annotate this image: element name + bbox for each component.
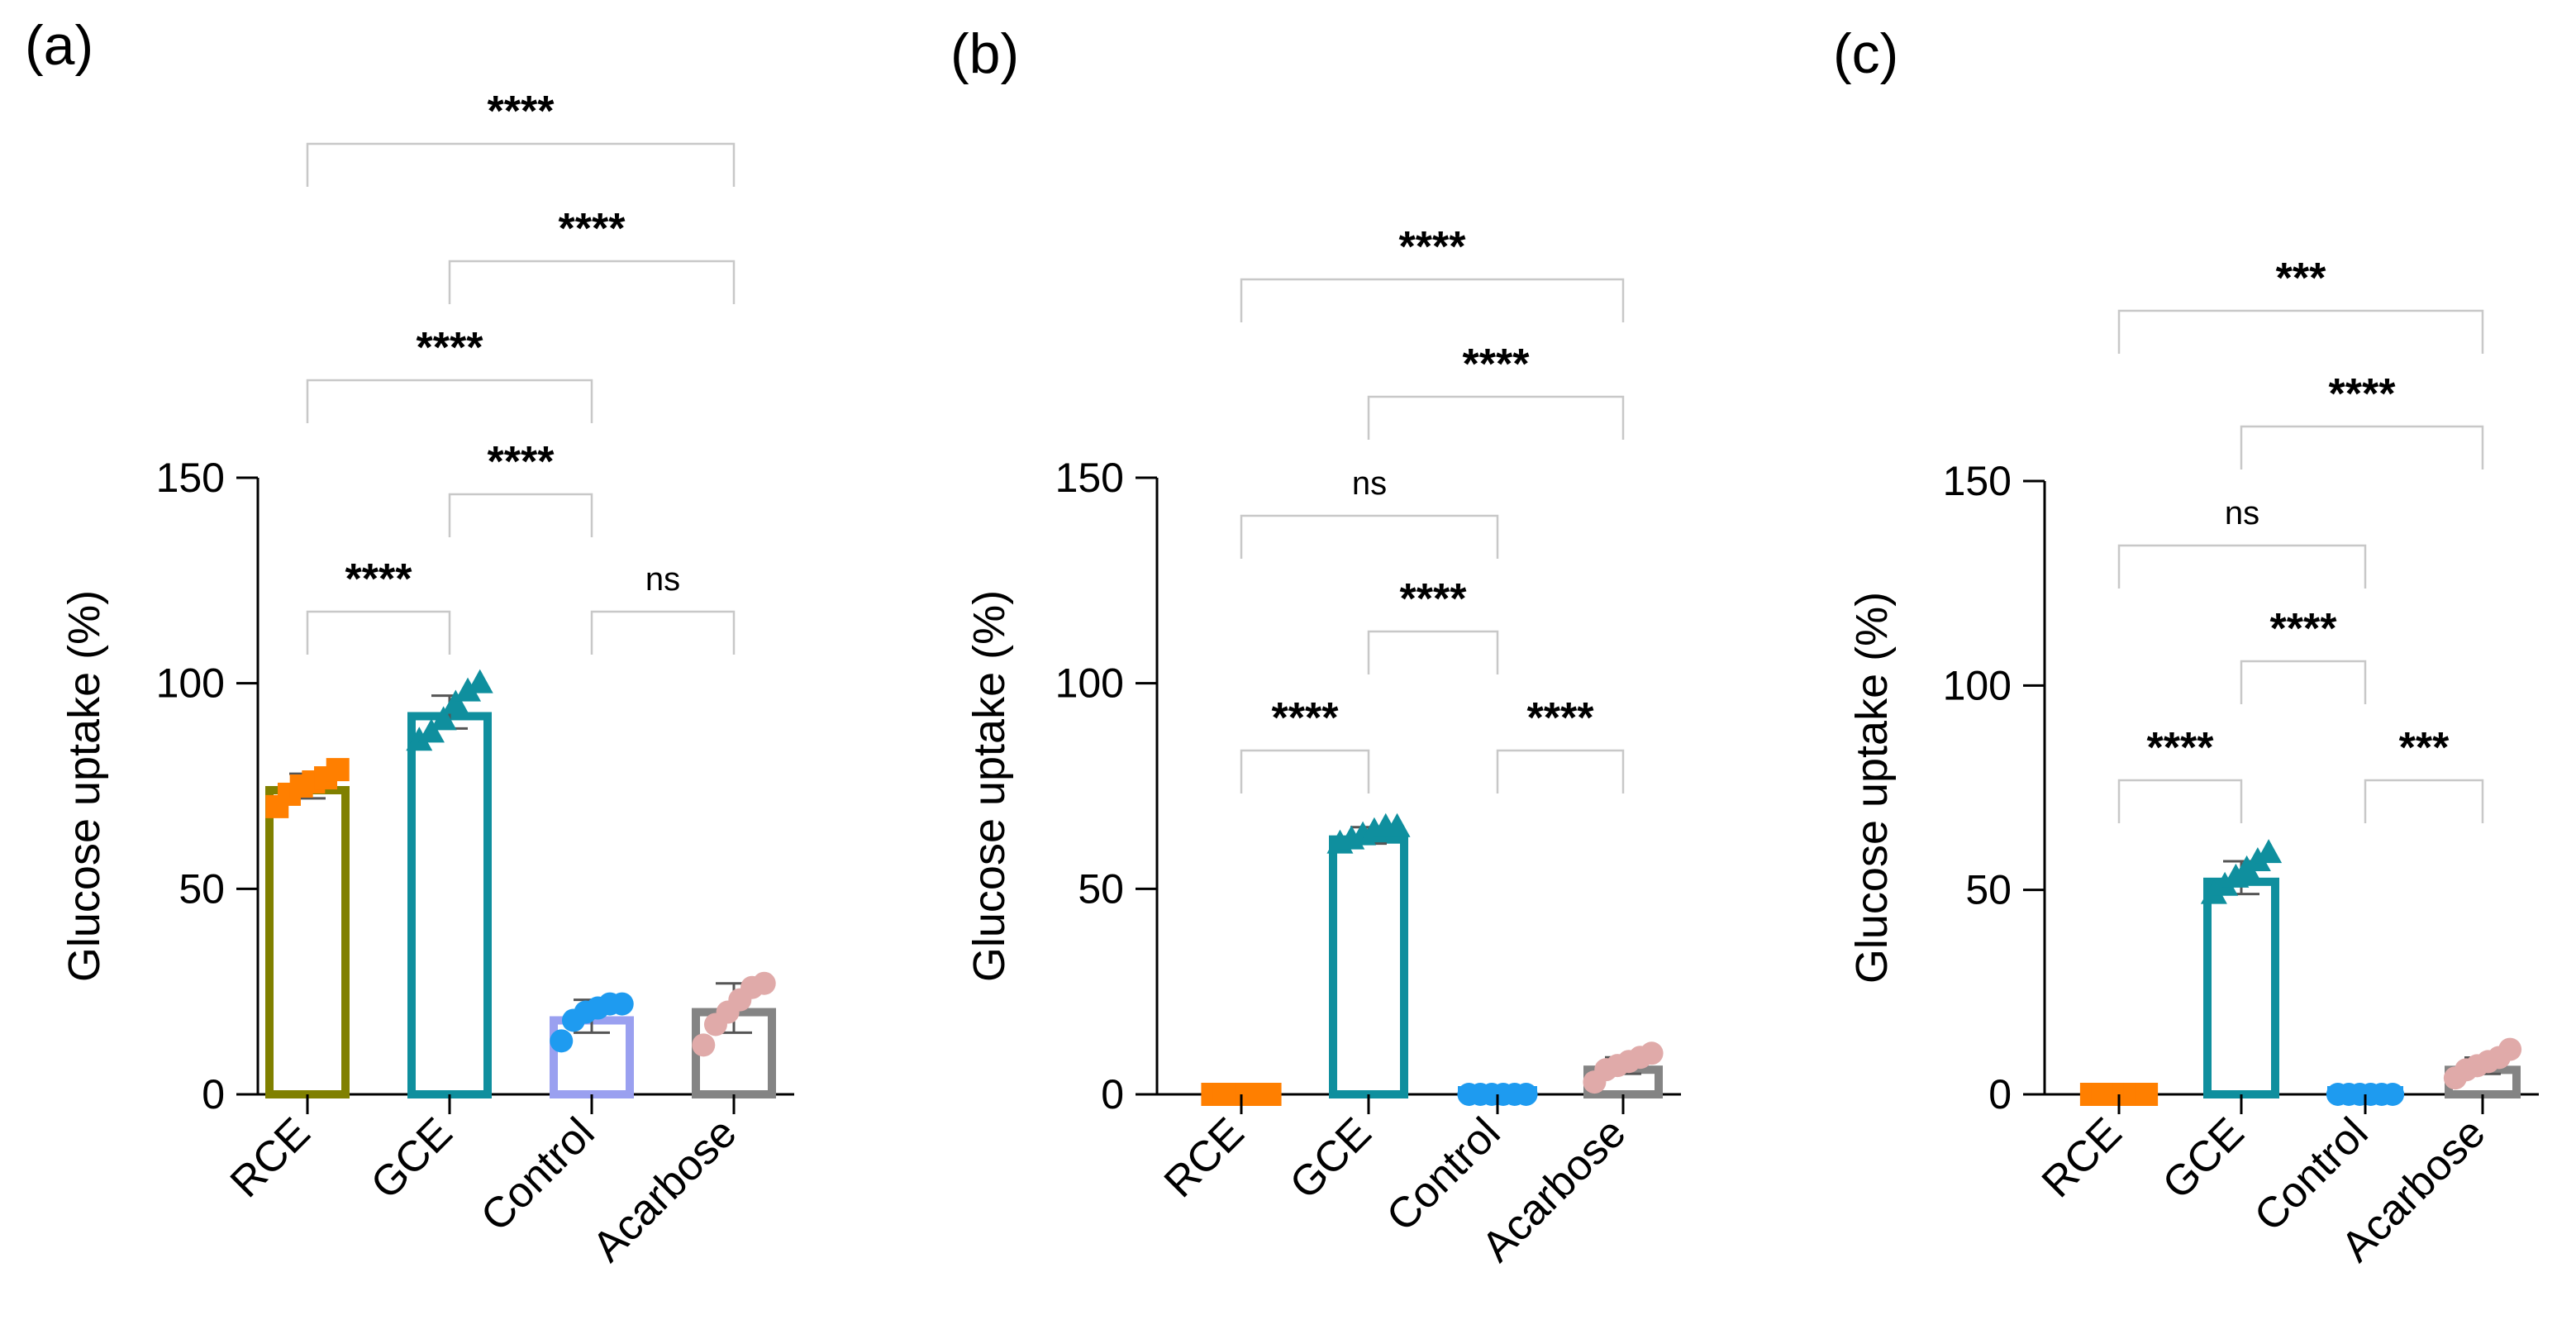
significance-label: ****: [345, 555, 413, 603]
data-point-gce: [466, 669, 493, 693]
significance-bracket: ****: [448, 205, 736, 304]
y-tick-label: 100: [156, 660, 225, 707]
significance-label: ns: [2225, 495, 2259, 531]
x-tick-label-rce: RCE: [2033, 1108, 2131, 1207]
data-point-control: [610, 992, 634, 1016]
x-tick-label-gce: GCE: [2154, 1108, 2254, 1208]
panel-label: (c): [1833, 22, 1898, 85]
significance-bracket: ****: [1496, 694, 1625, 793]
y-tick-label: 0: [1988, 1071, 2012, 1117]
x-tick-label-control: Control: [472, 1108, 604, 1241]
y-tick-label: 100: [1055, 660, 1124, 707]
significance-bracket: ****: [306, 555, 451, 655]
significance-label: ****: [1272, 694, 1340, 742]
data-point-acarbose: [752, 971, 776, 995]
y-tick-label: 0: [202, 1071, 225, 1117]
data-point-gce: [430, 706, 457, 731]
significance-bracket: ****: [1240, 223, 1625, 322]
significance-label: ****: [1399, 223, 1467, 271]
bar-gce: [1329, 835, 1408, 1098]
significance-bracket: ****: [1240, 694, 1370, 793]
y-tick-label: 0: [1101, 1071, 1124, 1117]
bar-rce: [265, 786, 350, 1098]
significance-label: ****: [488, 438, 555, 486]
significance-label: ns: [645, 561, 680, 598]
panel-label: (b): [950, 22, 1019, 85]
significance-label: ****: [559, 205, 626, 253]
bar-gce: [2203, 877, 2279, 1098]
significance-bracket: ns: [2117, 495, 2367, 589]
significance-label: ****: [488, 88, 555, 136]
significance-bracket: ns: [1240, 465, 1499, 559]
bar-gce: [407, 712, 492, 1098]
significance-bracket: ***: [2117, 255, 2484, 354]
significance-bracket: ****: [2117, 724, 2243, 823]
x-tick-label-gce: GCE: [1281, 1108, 1381, 1208]
data-point-gce: [1383, 812, 1411, 837]
significance-bracket: ****: [1367, 341, 1625, 440]
data-point-acarbose: [692, 1033, 716, 1057]
significance-label: ****: [1527, 694, 1595, 742]
y-tick-label: 50: [1965, 867, 2012, 913]
data-point-gce: [442, 689, 469, 714]
y-axis-label: Glucose uptake (%): [60, 590, 109, 982]
chart-panel-1: (a) 0 50 100 150 Glucose uptake (%) RCE GCE Cont…: [25, 14, 794, 1271]
significance-label: ****: [1400, 575, 1468, 623]
y-tick-label: 150: [156, 455, 225, 501]
data-point-gce: [417, 718, 445, 743]
significance-bracket: ns: [590, 561, 736, 655]
y-tick-label: 50: [1078, 865, 1124, 912]
x-tick-label-rce: RCE: [221, 1108, 320, 1207]
data-point-control: [1514, 1083, 1538, 1106]
significance-label: ***: [2399, 724, 2450, 772]
x-tick-label-gce: GCE: [362, 1108, 462, 1208]
significance-bracket: ****: [448, 438, 593, 537]
data-point-rce: [2135, 1083, 2159, 1106]
x-tick-label-rce: RCE: [1155, 1108, 1254, 1207]
data-point-rce: [326, 758, 350, 782]
significance-bracket: ***: [2364, 724, 2484, 823]
y-tick-label: 150: [1943, 458, 2012, 504]
significance-bracket: ****: [2240, 370, 2484, 469]
significance-bracket: ****: [2240, 605, 2367, 704]
significance-label: ****: [2329, 370, 2397, 418]
significance-bracket: ****: [306, 88, 736, 187]
panel-label: (a): [25, 14, 93, 77]
significance-label: ****: [417, 324, 484, 372]
data-point-control: [550, 1029, 574, 1053]
x-tick-label-acarbose: Acarbose: [583, 1108, 745, 1270]
significance-bracket: ****: [306, 324, 593, 423]
significance-label: ****: [2270, 605, 2338, 653]
data-point-control: [2381, 1083, 2405, 1106]
data-point-rce: [1258, 1083, 1282, 1106]
significance-label: ****: [2147, 724, 2215, 772]
y-tick-label: 50: [179, 865, 225, 912]
y-axis-label: Glucose uptake (%): [964, 590, 1014, 982]
significance-label: ns: [1352, 465, 1387, 502]
y-tick-label: 100: [1943, 662, 2012, 708]
data-point-gce: [406, 727, 433, 751]
significance-label: ***: [2276, 255, 2326, 303]
data-point-gce: [2255, 839, 2283, 864]
data-point-acarbose: [2498, 1037, 2522, 1061]
data-point-acarbose: [1640, 1041, 1664, 1065]
data-point-gce: [455, 677, 482, 702]
significance-bracket: ****: [1367, 575, 1499, 674]
significance-label: ****: [1463, 341, 1531, 388]
y-tick-label: 150: [1055, 455, 1124, 501]
y-axis-label: Glucose uptake (%): [1847, 592, 1897, 984]
